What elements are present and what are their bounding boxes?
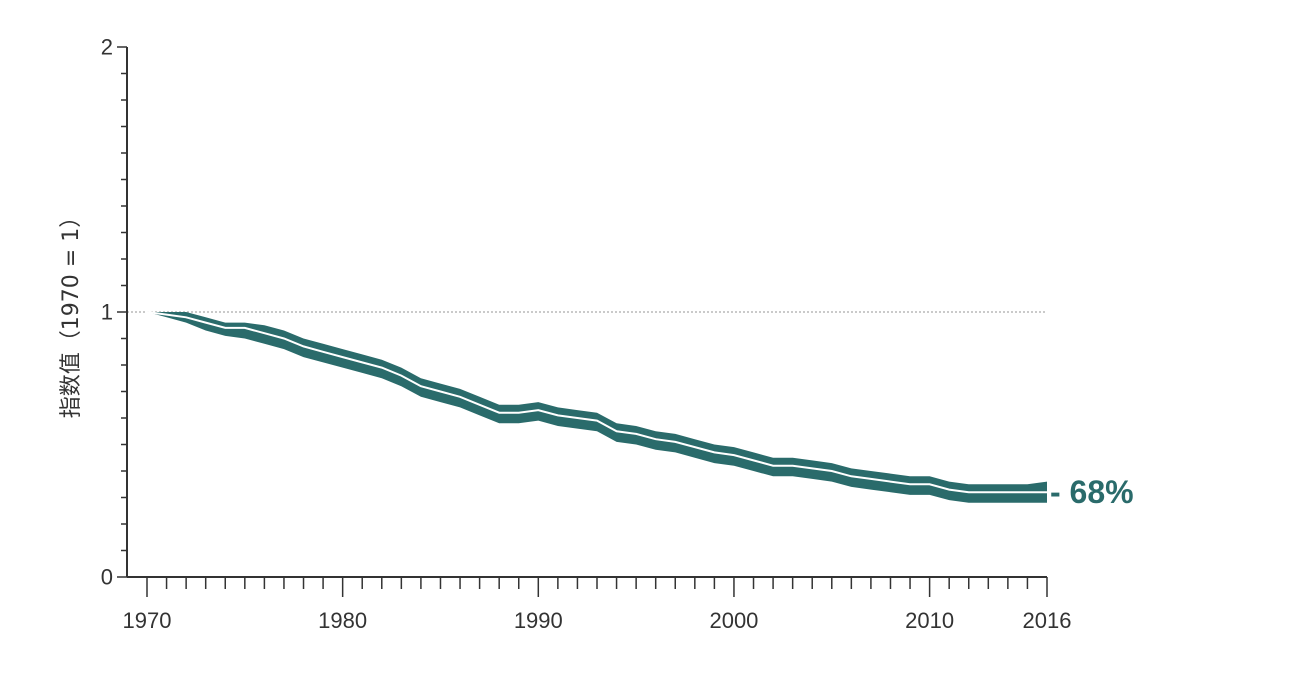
x-tick-label: 2010	[905, 608, 954, 633]
end-change-label: - 68%	[1050, 474, 1134, 510]
y-tick-label: 1	[101, 300, 113, 325]
x-tick-label: 1980	[318, 608, 367, 633]
label-layer: 0 1 2 1970 1980 1990 2000 2010 2016	[101, 35, 1072, 634]
band-layer	[146, 311, 1047, 503]
y-tick-label: 0	[101, 565, 113, 590]
x-tick-label: 1990	[514, 608, 563, 633]
x-tick-label: 1970	[123, 608, 172, 633]
x-tick-label: 2016	[1023, 608, 1072, 633]
y-axis-title: 指数值（1970 = 1）	[59, 206, 84, 418]
axis-layer	[117, 46, 1048, 597]
x-tick-label: 2000	[709, 608, 758, 633]
y-tick-label: 2	[101, 35, 113, 60]
index-line	[146, 311, 1047, 494]
confidence-band	[147, 312, 1047, 503]
